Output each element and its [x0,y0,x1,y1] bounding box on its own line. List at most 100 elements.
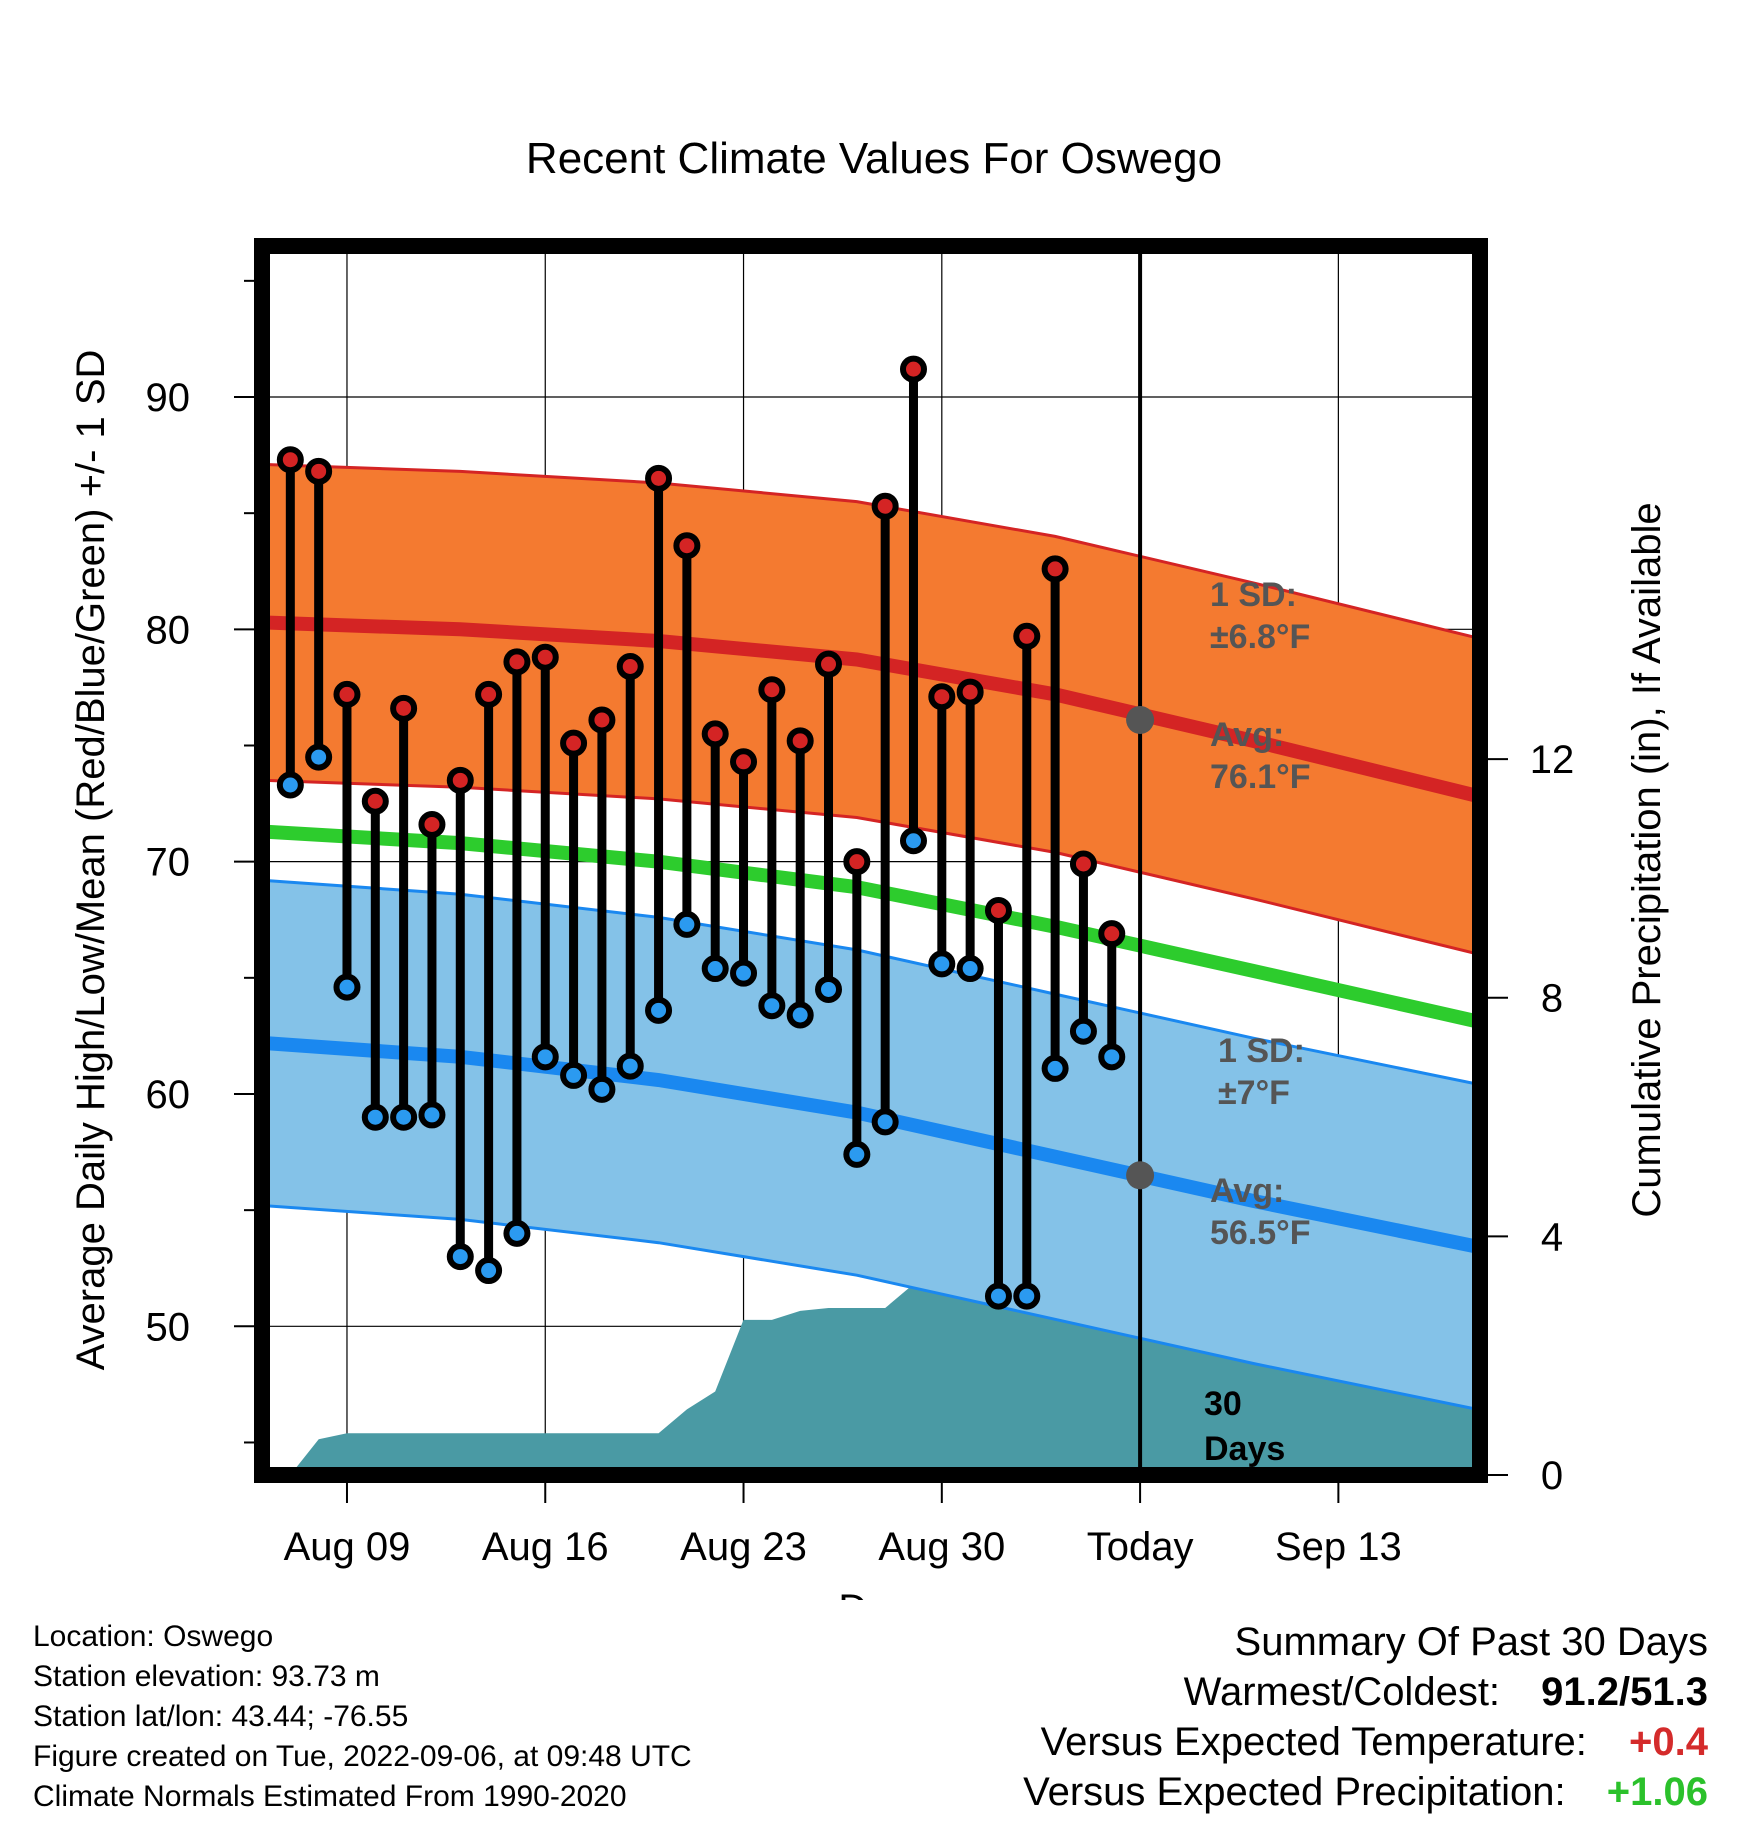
temp-row: Versus Expected Temperature: +0.4 [1023,1717,1708,1767]
daily-high-point [390,694,418,722]
normal-high-line [262,615,1480,804]
left-axis-tick-label: 70 [146,841,191,885]
latlon-text: Station lat/lon: 43.44; -76.55 [33,1700,409,1733]
daily-high-point [305,457,333,485]
daily-low-point [701,955,729,983]
annotation-high_sd-label: 1 SD: [1210,576,1297,614]
daily-high-point [276,446,304,474]
summary-heading: Summary Of Past 30 Days [1234,1620,1708,1664]
annotation-low_avg-value: 56.5°F [1210,1214,1311,1252]
daily-low-point [1069,1017,1097,1045]
x-axis-tick-label: Sep 13 [1275,1525,1402,1569]
daily-high-point [928,683,956,711]
daily-high-point [758,676,786,704]
normals-text: Climate Normals Estimated From 1990-2020 [33,1780,627,1813]
daily-low-point [673,910,701,938]
annotation-low_sd-label: 1 SD: [1218,1032,1305,1070]
daily-low-point [843,1140,871,1168]
daily-high-point [730,748,758,776]
daily-high-point [899,355,927,383]
daily-high-point [361,787,389,815]
warm-cold-label: Warmest/Coldest: [1183,1670,1501,1714]
daily-high-point [1098,920,1126,948]
daily-high-point [984,896,1012,924]
daily-high-point [418,810,446,838]
location-text: Location: Oswego [33,1620,274,1653]
daily-high-point [503,648,531,676]
daily-high-point [531,643,559,671]
daily-high-point [673,532,701,560]
low-avg-marker [1126,1161,1155,1190]
daily-low-point [899,827,927,855]
warm-cold-value: 91.2/51.3 [1541,1670,1708,1714]
daily-low-point [503,1219,531,1247]
daily-low-point [276,771,304,799]
high-sd-upper-edge [262,462,1480,641]
daily-low-point [475,1257,503,1285]
y-axis-label: Average Daily High/Low/Mean (Red/Blue/Gr… [69,350,113,1371]
daily-high-point [815,650,843,678]
daily-high-point [871,492,899,520]
annotation-high_avg-label: Avg: [1210,716,1284,754]
left-axis-tick-label: 60 [146,1073,191,1117]
x-axis-tick-label: Aug 09 [284,1525,411,1569]
daily-high-point [616,653,644,681]
annotation-high_sd-value: ±6.8°F [1210,618,1310,656]
high-sd-band [262,464,1480,955]
daily-high-point [333,680,361,708]
daily-high-point [475,680,503,708]
daily-low-point [815,975,843,1003]
daily-low-point [446,1243,474,1271]
daily-high-point [1069,850,1097,878]
right-axis-tick-label: 0 [1541,1454,1563,1498]
daily-low-point [786,1001,814,1029]
prcp-label: Versus Expected Precipitation: [1023,1770,1566,1814]
daily-high-point [786,727,814,755]
temp-label: Versus Expected Temperature: [1040,1720,1587,1764]
prcp-row: Versus Expected Precipitation: +1.06 [1023,1767,1708,1817]
left-axis [234,279,1508,1503]
x-axis-tick-label: Aug 23 [680,1525,807,1569]
x-axis-tick-label: Today [1087,1525,1194,1569]
high-avg-marker [1126,705,1155,734]
daily-high-point [843,848,871,876]
annotation-low_sd-value: ±7°F [1218,1074,1290,1112]
climate-chart: Recent Climate Values For Oswego 1 SD: ±6.… [69,134,1669,1600]
daily-low-point [305,743,333,771]
low-sd-band [262,880,1480,1410]
daily-low-point [1098,1043,1126,1071]
daily-high-point [446,766,474,794]
window-label-number: 30 [1204,1385,1242,1423]
daily-low-point [956,955,984,983]
warm-cold-row: Warmest/Coldest: 91.2/51.3 [1023,1667,1708,1717]
x-axis-tick-label: Aug 30 [878,1525,1005,1569]
annotation-high_avg-value: 76.1°F [1210,758,1311,796]
annotation-low_avg-label: Avg: [1210,1172,1284,1210]
right-axis-tick-label: 12 [1530,738,1575,782]
daily-low-point [333,973,361,1001]
daily-high-point [645,464,673,492]
x-axis-label: Day [838,1587,909,1600]
daily-high-point [1041,555,1069,583]
left-axis-tick-label: 80 [146,608,191,652]
station-info: Location: Oswego Station elevation: 93.7… [33,1617,692,1817]
daily-low-point [645,996,673,1024]
daily-low-point [928,950,956,978]
left-axis-tick-label: 90 [146,376,191,420]
daily-low-point [531,1043,559,1071]
daily-high-point [956,678,984,706]
elevation-text: Station elevation: 93.73 m [33,1660,380,1693]
daily-low-point [730,959,758,987]
daily-low-point [418,1101,446,1129]
right-axis-tick-label: 4 [1541,1215,1563,1259]
daily-low-point [616,1052,644,1080]
daily-low-point [1013,1282,1041,1310]
temp-value: +0.4 [1629,1720,1708,1764]
daily-high-point [588,706,616,734]
plot-frame [254,238,1488,1483]
chart-title: Recent Climate Values For Oswego [526,134,1222,183]
window-label-unit: Days [1204,1430,1285,1468]
y2-axis-label: Cumulative Precipitation (in), If Availa… [1625,502,1669,1217]
daily-low-point [758,992,786,1020]
daily-low-point [390,1103,418,1131]
